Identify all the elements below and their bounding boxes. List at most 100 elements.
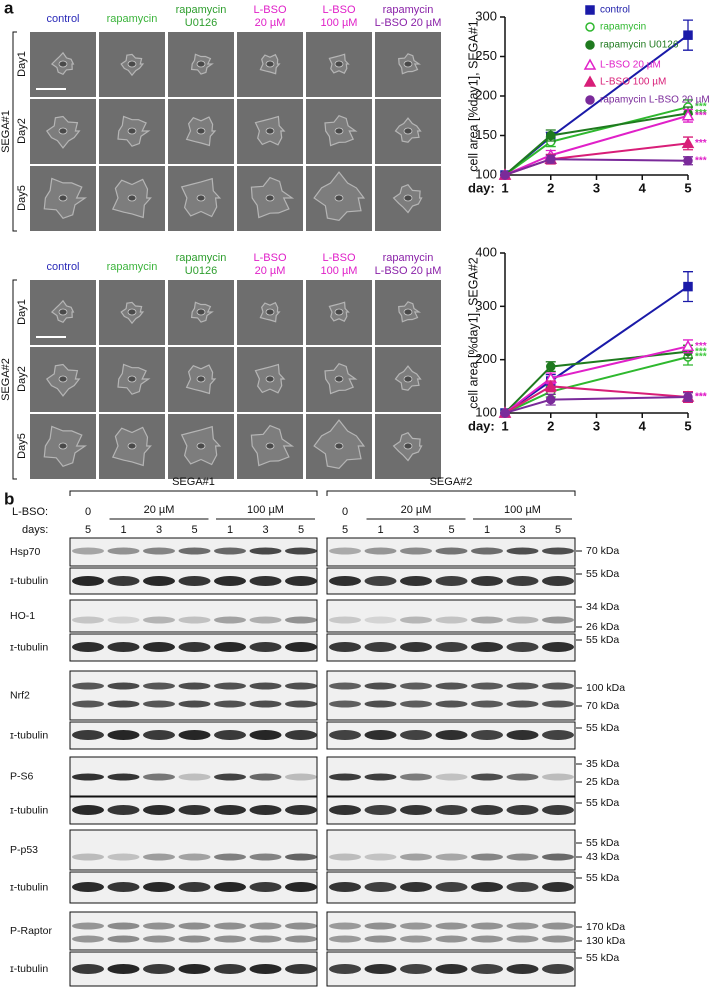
point <box>585 5 595 15</box>
nucleus <box>127 194 137 202</box>
band <box>435 805 468 815</box>
marker-label: 170 kDa <box>586 921 625 933</box>
significance: *** <box>695 352 707 363</box>
legend-label: control <box>600 5 630 16</box>
band <box>471 700 503 708</box>
band <box>285 576 317 586</box>
band <box>178 682 211 690</box>
x-tick-label: 5 <box>684 180 691 195</box>
marker-label: 55 kDa <box>586 568 619 580</box>
band <box>435 882 468 892</box>
band <box>178 700 211 708</box>
band <box>542 882 574 892</box>
band <box>542 576 574 586</box>
blot <box>326 670 576 721</box>
band <box>542 853 574 861</box>
band <box>542 773 574 781</box>
marker-label: 70 kDa <box>586 700 619 712</box>
band <box>364 730 397 740</box>
nucleus <box>334 308 344 316</box>
band <box>143 730 175 740</box>
group-bracket <box>69 490 318 496</box>
day: 5 <box>555 524 561 536</box>
band <box>471 922 503 930</box>
column-header: rapamycin <box>107 13 158 25</box>
band <box>72 853 104 861</box>
y-tick-label: 300 <box>475 8 497 23</box>
dose: 0 <box>342 506 348 518</box>
dose: 100 µM <box>504 504 541 516</box>
nucleus <box>58 308 68 316</box>
band <box>285 964 317 974</box>
band <box>285 700 317 708</box>
marker-label: 55 kDa <box>586 634 619 646</box>
band <box>435 964 468 974</box>
band <box>214 730 246 740</box>
nucleus <box>403 442 413 450</box>
band <box>471 576 503 586</box>
blot-label: ɪ-tubulin <box>10 575 48 587</box>
band <box>435 682 468 690</box>
nucleus <box>196 375 206 383</box>
significance: *** <box>695 110 707 121</box>
nucleus <box>58 375 68 383</box>
band <box>542 682 574 690</box>
band <box>178 805 211 815</box>
point <box>681 109 695 121</box>
band <box>143 935 175 943</box>
band <box>400 773 432 781</box>
band <box>285 935 317 943</box>
band <box>364 964 397 974</box>
legend-label: L-BSO 20 µM <box>600 60 661 71</box>
column-header: 20 µM <box>255 265 286 277</box>
band <box>329 773 361 781</box>
band <box>471 616 503 624</box>
band <box>143 700 175 708</box>
band <box>471 853 503 861</box>
marker-label: 55 kDa <box>586 797 619 809</box>
significance: *** <box>695 102 707 113</box>
significance: *** <box>695 341 707 352</box>
day: 5 <box>298 524 304 536</box>
column-header: 100 µM <box>321 17 358 29</box>
band <box>400 642 432 652</box>
row-label: Day2 <box>16 366 28 392</box>
band <box>249 882 282 892</box>
row-label: Day2 <box>16 118 28 144</box>
column-header: control <box>46 13 79 25</box>
band <box>249 730 282 740</box>
band <box>143 922 175 930</box>
band <box>542 922 574 930</box>
band <box>214 922 246 930</box>
band <box>285 853 317 861</box>
band <box>249 853 282 861</box>
day: 3 <box>519 524 525 536</box>
band <box>542 935 574 943</box>
point <box>681 339 695 352</box>
band <box>143 682 175 690</box>
blot-label: ɪ-tubulin <box>10 729 48 741</box>
group-label: SEGA#2 <box>430 476 473 488</box>
band <box>285 682 317 690</box>
point <box>585 95 595 105</box>
nucleus <box>196 442 206 450</box>
column-header: rapamycin <box>383 4 434 16</box>
band <box>178 964 211 974</box>
band <box>364 547 397 555</box>
row-label: Day1 <box>16 51 28 77</box>
marker-label: 34 kDa <box>586 601 619 613</box>
nucleus <box>58 194 68 202</box>
band <box>249 576 282 586</box>
column-header: rapamycin <box>176 4 227 16</box>
band <box>435 576 468 586</box>
band <box>72 805 104 815</box>
band <box>400 964 432 974</box>
nucleus <box>196 308 206 316</box>
band <box>364 642 397 652</box>
band <box>107 773 140 781</box>
band <box>364 773 397 781</box>
band <box>72 730 104 740</box>
band <box>107 642 140 652</box>
blot-label: HO-1 <box>10 610 35 622</box>
band <box>143 882 175 892</box>
